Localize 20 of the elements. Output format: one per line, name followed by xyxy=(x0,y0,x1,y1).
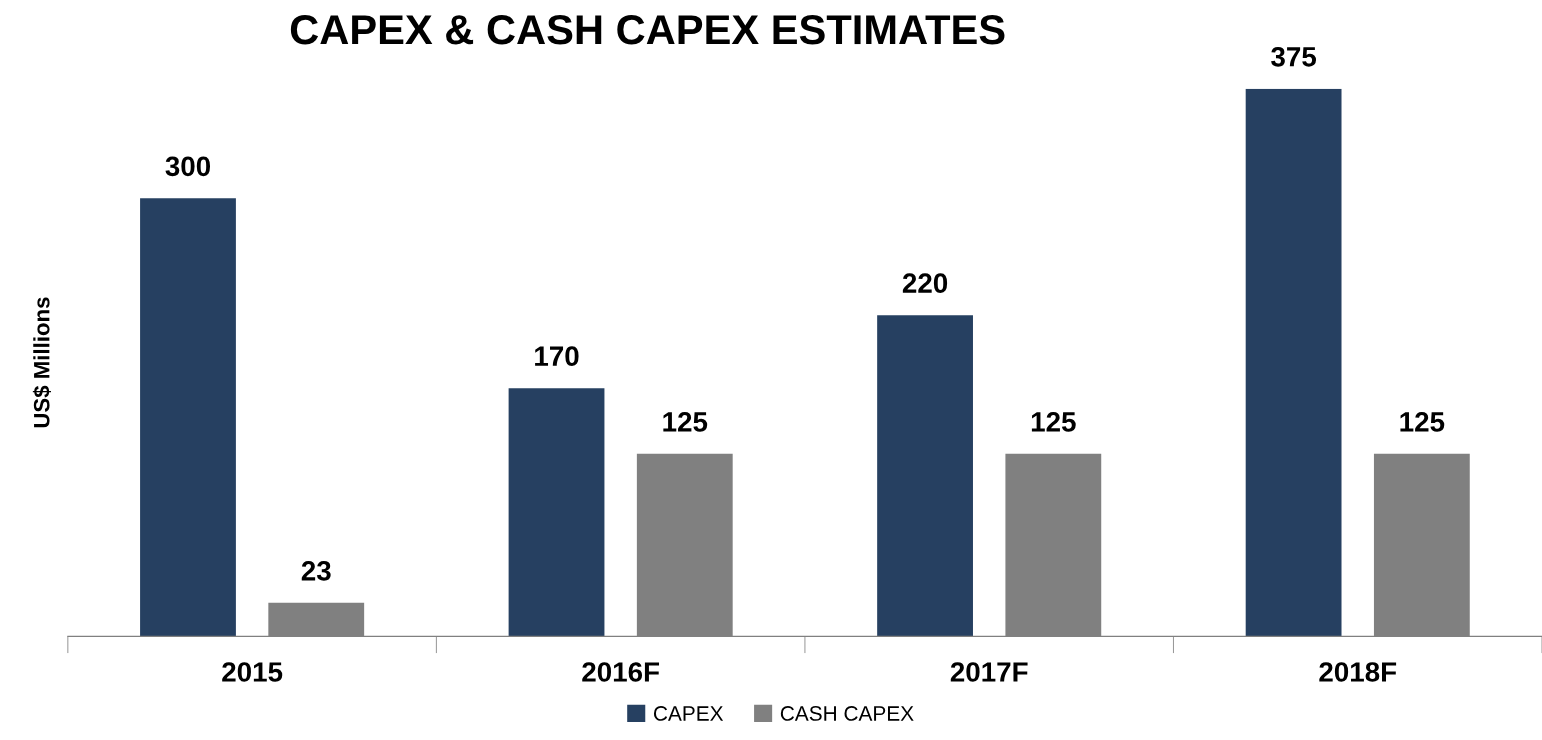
chart-title: CAPEX & CASH CAPEX ESTIMATES xyxy=(290,14,1005,45)
data-label: 375 xyxy=(1271,46,1317,67)
bar xyxy=(508,388,605,637)
data-label: 125 xyxy=(1031,412,1076,432)
data-label: 23 xyxy=(301,560,331,581)
data-label: 125 xyxy=(1400,412,1445,432)
y-axis-title: US$ Millions xyxy=(32,297,51,428)
bar xyxy=(877,315,973,637)
data-label: 170 xyxy=(535,346,579,366)
x-tick-label: 2015 xyxy=(222,662,283,682)
x-tick-label: 2016F xyxy=(582,662,660,682)
legend-label: CAPEX xyxy=(653,706,724,721)
x-tick-label: 2018F xyxy=(1319,662,1397,682)
data-label: 300 xyxy=(165,156,211,177)
bar xyxy=(1245,88,1342,637)
data-label: 125 xyxy=(663,412,708,432)
bar xyxy=(140,198,236,637)
legend-label: CASH CAPEX xyxy=(780,706,914,721)
x-tick-label: 2017F xyxy=(950,662,1028,682)
data-label: 220 xyxy=(902,273,948,293)
